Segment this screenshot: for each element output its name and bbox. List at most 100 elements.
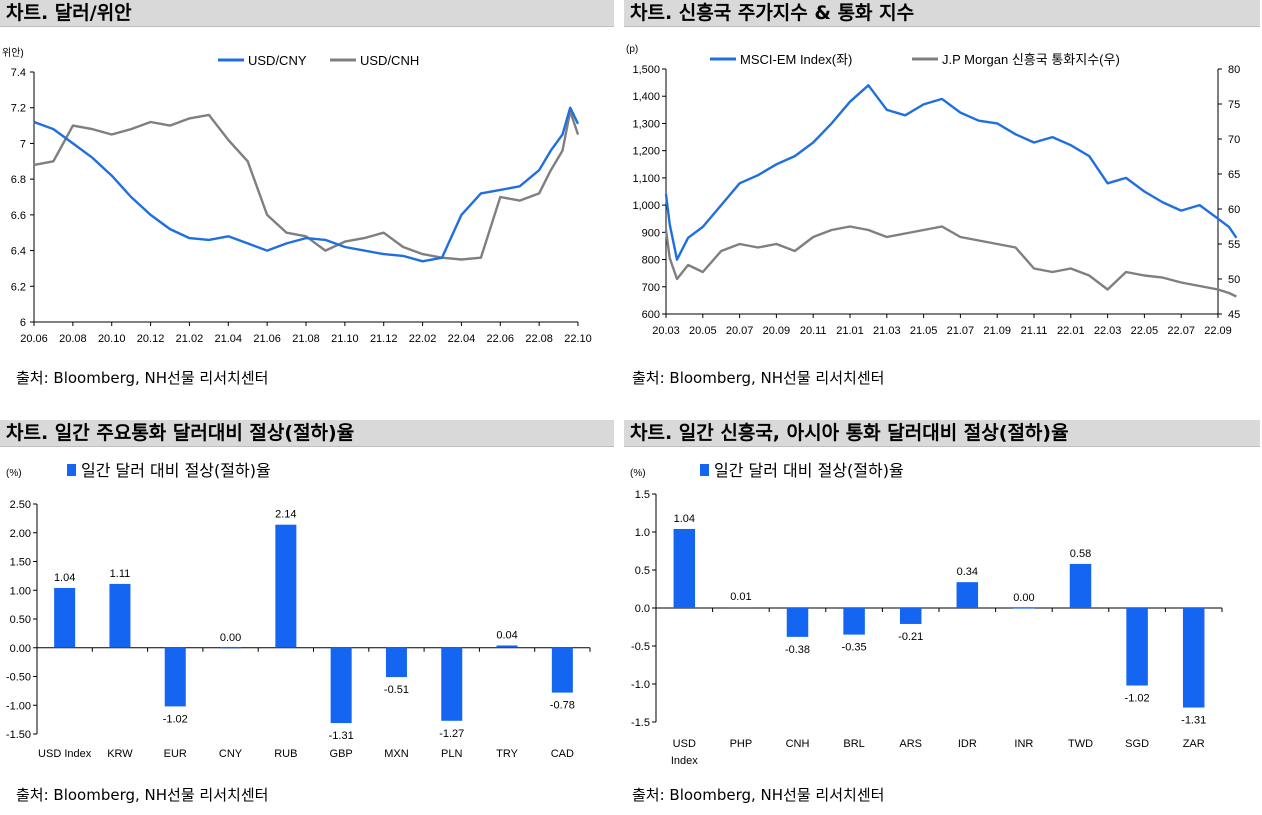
y-tick-label: 6.2 [11, 281, 26, 293]
x-category-label: PHP [730, 738, 753, 750]
legend-label: 일간 달러 대비 절상(절하)율 [714, 461, 904, 480]
y2-tick-label: 75 [1228, 99, 1240, 111]
panel-title: 차트. 달러/위안 [0, 0, 614, 27]
major-fx-bar-chart: (%) 일간 달러 대비 절상(절하)율 2.50 2.00 1.50 1.00 0.50 0… [6, 461, 591, 760]
x-tick-label: 22.09 [1204, 325, 1232, 337]
bar [330, 647, 352, 724]
legend-swatch [67, 464, 76, 476]
source-note: 출처: Bloomberg, NH선물 리서치센터 [632, 369, 885, 387]
bar [1126, 608, 1148, 686]
y-tick-label: 1.5 [635, 489, 650, 501]
y-tick-label: 6.6 [11, 210, 26, 222]
x-category-label: SGD [1125, 738, 1149, 750]
data-label: -0.35 [842, 642, 867, 654]
x-category-label: IDR [958, 738, 977, 750]
x-tick-label: 21.05 [910, 325, 938, 337]
x-tick-label: 22.07 [1167, 325, 1195, 337]
bar [1013, 608, 1035, 609]
x-category-label: INR [1014, 738, 1033, 750]
y-tick-label: 6.4 [11, 246, 26, 258]
data-label: 1.04 [54, 572, 75, 584]
data-label: -0.51 [384, 684, 409, 696]
y-tick-label: 1,400 [632, 91, 660, 103]
data-label: -1.27 [439, 728, 464, 740]
x-tick-label: 22.08 [525, 333, 553, 345]
x-category-label: EUR [164, 748, 187, 760]
legend-label: USD/CNY [248, 53, 307, 68]
y2-tick-label: 65 [1228, 169, 1240, 181]
x-tick-label: 22.03 [1094, 325, 1122, 337]
y-tick-label: 1.00 [10, 585, 31, 597]
x-category-label: ZAR [1183, 738, 1205, 750]
x-category-label: CNH [786, 738, 810, 750]
legend-swatch [700, 464, 709, 476]
y-tick-label: 900 [642, 227, 660, 239]
x-tick-label: 21.03 [873, 325, 901, 337]
y-tick-label: 800 [642, 255, 660, 267]
x-tick-label: 20.10 [98, 333, 126, 345]
y-tick-label: 0.50 [10, 614, 31, 626]
x-category-label: GBP [330, 748, 353, 760]
y-tick-label: 7.2 [11, 103, 26, 115]
bar [441, 647, 463, 721]
y-axis-unit: (%) [630, 468, 646, 479]
x-tick-label: 21.01 [836, 325, 864, 337]
source-note: 출처: Bloomberg, NH선물 리서치센터 [632, 786, 885, 804]
x-category-label: CNY [219, 748, 243, 760]
y-tick-label: 6.8 [11, 174, 26, 186]
x-tick-label: 20.06 [20, 333, 48, 345]
data-label: 1.04 [674, 513, 695, 525]
legend-label: USD/CNH [360, 53, 419, 68]
y-tick-label: 7 [20, 138, 26, 150]
series-line-usd-cny [33, 106, 580, 263]
y-tick-label: 0.5 [635, 565, 650, 577]
x-tick-label: 20.05 [689, 325, 717, 337]
y-tick-label: -1.5 [631, 717, 650, 729]
series-line-msci-em [664, 84, 1238, 261]
y2-tick-label: 60 [1228, 204, 1240, 216]
x-tick-label: 21.08 [292, 333, 320, 345]
x-category-label: PLN [441, 748, 462, 760]
series-line-usd-cnh [33, 110, 580, 261]
data-label: 0.34 [957, 566, 978, 578]
bar [551, 647, 573, 693]
bar [730, 607, 752, 608]
x-tick-label: 22.04 [448, 333, 476, 345]
panel-title: 차트. 일간 주요통화 달러대비 절상(절하)율 [0, 420, 614, 447]
y-tick-label: 600 [642, 309, 660, 321]
x-tick-label: 21.07 [947, 325, 975, 337]
y-tick-label: 2.50 [10, 499, 31, 511]
y-tick-label: 1,300 [632, 118, 660, 130]
x-tick-label: 21.11 [1021, 325, 1048, 337]
bar [673, 528, 696, 608]
y-axis-unit: 위안) [2, 46, 24, 59]
em-index-line-chart: (p) 1,500 1,400 1,300 1,200 1,100 1,000 900 800 7… [626, 44, 1240, 337]
em-asia-fx-bar-chart: (%) 일간 달러 대비 절상(절하)율 1.5 1.0 0.5 0.0 -0.5 -1.0 -… [630, 461, 1223, 767]
bar [275, 524, 297, 648]
x-tick-label: 22.06 [487, 333, 515, 345]
x-category-label: TRY [496, 748, 518, 760]
y-tick-label: 1.0 [635, 527, 650, 539]
y-tick-label: 700 [642, 282, 660, 294]
x-category-label: RUB [274, 748, 297, 760]
data-label: 0.01 [730, 591, 751, 603]
y-tick-label: 0.00 [10, 643, 31, 655]
x-category-label: KRW [107, 748, 133, 760]
y-tick-label: 7.4 [11, 67, 26, 79]
panel-major-fx: 차트. 일간 주요통화 달러대비 절상(절하)율 (%) 일간 달러 대비 절상(… [0, 420, 616, 815]
bar [1069, 563, 1092, 608]
y2-tick-label: 70 [1228, 134, 1240, 146]
x-category-label: TWD [1068, 738, 1093, 750]
x-tick-label: 22.10 [564, 333, 592, 345]
panel-title: 차트. 일간 신흥국, 아시아 통화 달러대비 절상(절하)율 [624, 420, 1260, 447]
panel-title: 차트. 신흥국 주가지수 & 통화 지수 [624, 0, 1260, 27]
source-note: 출처: Bloomberg, NH선물 리서치센터 [16, 786, 269, 804]
x-tick-label: 21.09 [983, 325, 1011, 337]
x-tick-label: 20.07 [726, 325, 754, 337]
x-category-label: USD Index [38, 748, 92, 760]
data-label: 0.00 [220, 632, 241, 644]
data-label: 0.04 [496, 629, 517, 641]
x-tick-label: 21.10 [331, 333, 359, 345]
x-tick-label: 21.04 [215, 333, 243, 345]
y2-tick-label: 80 [1228, 64, 1240, 76]
